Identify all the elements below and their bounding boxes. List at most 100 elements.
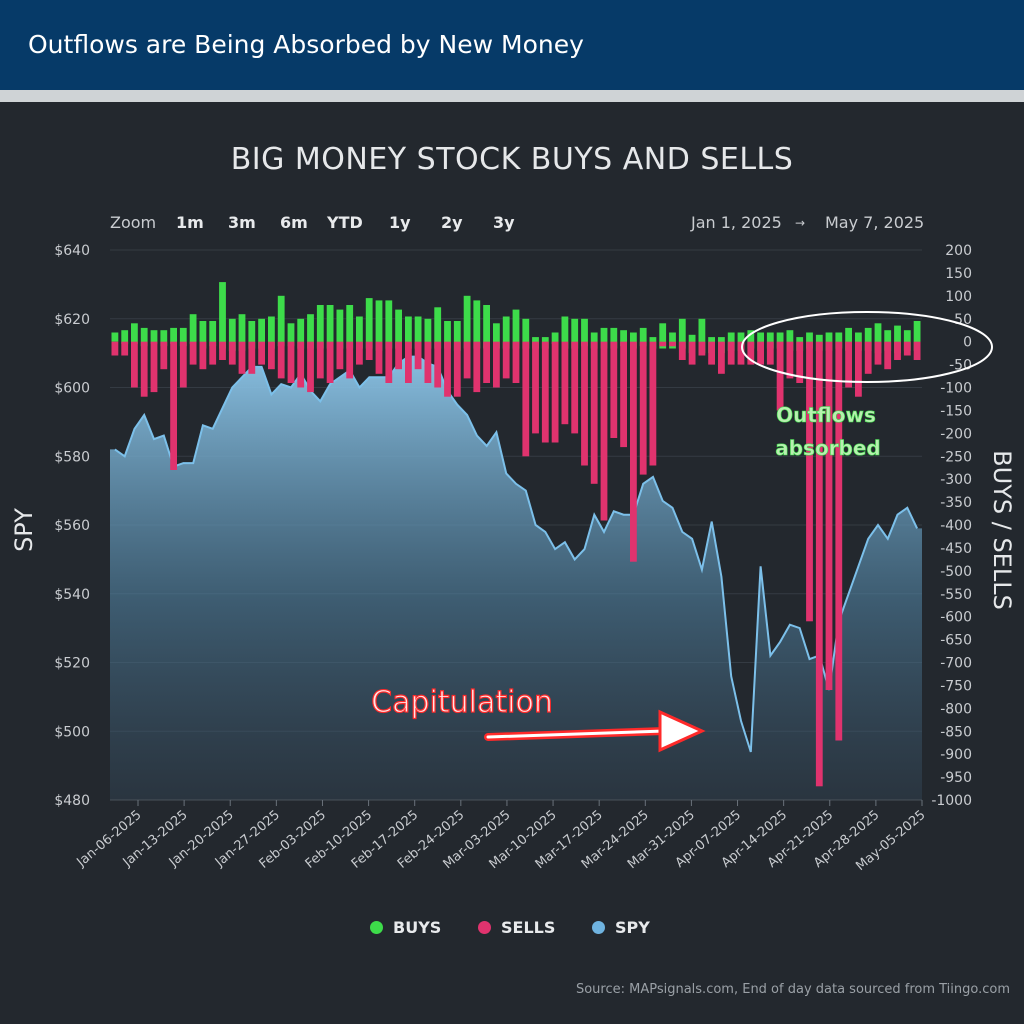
buy-bar xyxy=(405,316,412,349)
sell-bar xyxy=(316,341,324,379)
sell-bar xyxy=(776,341,784,411)
buy-bar xyxy=(835,332,843,349)
range-arrow-icon: → xyxy=(795,216,806,230)
buy-bar xyxy=(453,321,461,351)
legend-spy[interactable]: SPY xyxy=(592,918,650,937)
sell-bar xyxy=(473,341,481,393)
buy-bar xyxy=(444,321,451,349)
sell-bar xyxy=(238,341,246,374)
right-axis-label: BUYS / SELLS xyxy=(988,450,1016,610)
sell-bar xyxy=(502,341,510,379)
buy-bar xyxy=(630,332,637,349)
buy-bar xyxy=(590,332,598,349)
sell-bar xyxy=(483,341,490,383)
outflows-annotation-line1: Outflows xyxy=(776,403,876,427)
buy-bar xyxy=(121,330,129,344)
buy-bar xyxy=(209,321,217,347)
sell-bar xyxy=(649,341,657,466)
zoom-3y-button[interactable]: 3y xyxy=(493,213,515,232)
sell-bar xyxy=(150,341,158,393)
buy-bar xyxy=(258,318,265,349)
sell-bar xyxy=(796,341,804,383)
range-start-input[interactable]: Jan 1, 2025 xyxy=(691,213,782,232)
buy-bar xyxy=(766,332,774,349)
sell-bar xyxy=(825,341,833,690)
sell-bar xyxy=(385,341,393,383)
sell-bar xyxy=(786,341,794,379)
sell-bar xyxy=(678,341,686,360)
legend-buys[interactable]: BUYS xyxy=(370,918,441,937)
buy-bar xyxy=(669,332,676,349)
right-axis-tick: -600 xyxy=(940,610,972,626)
sell-bar xyxy=(199,341,207,370)
right-axis-tick: -650 xyxy=(940,633,972,649)
right-axis-ticks: 200150100500-50-100-150-200-250-300-350-… xyxy=(931,243,972,809)
right-axis-tick: -250 xyxy=(940,449,972,465)
buy-bar xyxy=(825,332,833,351)
buy-bar xyxy=(160,330,168,347)
buy-bar xyxy=(111,332,119,342)
sell-bar xyxy=(493,341,500,388)
zoom-ytd-button[interactable]: YTD xyxy=(327,213,363,232)
buy-bar xyxy=(336,309,344,349)
buy-bar xyxy=(346,305,354,349)
buy-bar xyxy=(845,327,852,351)
outflows-circle-annotation xyxy=(741,311,993,383)
sell-bar xyxy=(424,341,432,383)
left-axis-label: SPY xyxy=(10,508,38,552)
buy-bar xyxy=(698,318,706,354)
buy-bar xyxy=(855,332,862,351)
capitulation-arrow-icon xyxy=(484,709,706,753)
zoom-6m-button[interactable]: 6m xyxy=(280,213,308,232)
sell-bar xyxy=(571,341,579,434)
buy-bar xyxy=(170,327,177,344)
sell-bar xyxy=(414,341,422,370)
buy-bar xyxy=(757,332,764,351)
left-axis-tick: $640 xyxy=(54,243,90,259)
sell-bar xyxy=(522,341,530,457)
zoom-1m-button[interactable]: 1m xyxy=(176,213,204,232)
sell-bar xyxy=(766,341,774,365)
zoom-3m-button[interactable]: 3m xyxy=(228,213,256,232)
zoom-2y-button[interactable]: 2y xyxy=(441,213,463,232)
bars-group xyxy=(111,282,921,787)
sell-bar xyxy=(179,341,187,388)
range-end-input[interactable]: May 7, 2025 xyxy=(825,213,925,232)
right-axis-tick: -350 xyxy=(940,495,972,511)
right-axis-tick: 200 xyxy=(945,243,972,259)
sell-bar xyxy=(395,341,402,370)
sell-bar xyxy=(512,341,520,383)
sell-bar xyxy=(913,341,921,360)
buy-bar xyxy=(424,318,432,349)
sell-bar xyxy=(131,341,138,388)
buy-bar xyxy=(600,327,608,349)
sell-bar xyxy=(170,341,177,470)
left-axis-tick: $560 xyxy=(54,518,90,534)
buy-bar xyxy=(356,316,363,349)
sell-bar xyxy=(140,341,148,397)
legend-sells-dot-icon xyxy=(478,921,491,934)
buy-bar xyxy=(884,330,892,351)
header-divider xyxy=(0,90,1024,102)
sell-bar xyxy=(620,341,627,448)
left-axis-tick: $540 xyxy=(54,587,90,603)
buy-bar xyxy=(561,316,569,349)
sell-bar xyxy=(581,341,588,466)
right-axis-tick: -450 xyxy=(940,541,972,557)
sell-bar xyxy=(884,341,892,370)
sell-bar xyxy=(111,341,119,356)
zoom-1y-button[interactable]: 1y xyxy=(389,213,411,232)
right-axis-tick: -700 xyxy=(940,656,972,672)
right-axis-tick: -1000 xyxy=(931,793,972,809)
sell-bar xyxy=(444,341,451,397)
sell-bar xyxy=(434,341,442,388)
left-axis-tick: $480 xyxy=(54,793,90,809)
sell-bar xyxy=(669,341,676,347)
sell-bar xyxy=(356,341,363,365)
left-axis-tick: $620 xyxy=(54,312,90,328)
buy-bar xyxy=(610,327,618,349)
legend-sells[interactable]: SELLS xyxy=(478,918,555,937)
sell-bar xyxy=(228,341,236,365)
buy-bar xyxy=(727,332,735,351)
